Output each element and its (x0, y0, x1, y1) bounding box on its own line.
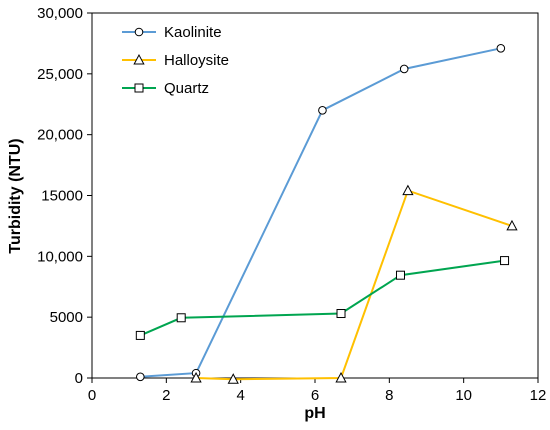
quartz-line (139, 259, 505, 337)
halloysite-point (335, 371, 347, 383)
quartz-point (336, 309, 346, 319)
x-tick-label: 2 (162, 387, 170, 404)
triangle-marker (133, 53, 145, 65)
halloysite-line (196, 189, 513, 381)
plot-frame (91, 12, 539, 379)
quartz-point (176, 313, 186, 323)
series-kaolinite (136, 43, 506, 382)
halloysite-point (227, 373, 239, 384)
quartz-point (500, 256, 510, 266)
x-tick-label: 8 (385, 387, 393, 404)
halloysite-point (190, 371, 202, 383)
kaolinite-point (136, 372, 145, 382)
y-axis-title: Turbidity (NTU) (7, 138, 24, 253)
quartz-point (395, 270, 405, 280)
series-layer (135, 43, 518, 384)
legend: Kaolinite Halloysite Quartz (122, 24, 229, 97)
legend-item-kaolinite: Kaolinite (122, 24, 222, 41)
y-tick-label: 10,000 (37, 248, 83, 265)
series-quartz (135, 256, 510, 340)
halloysite-point (402, 184, 414, 196)
legend-item-quartz: Quartz (122, 80, 209, 97)
kaolinite-point (496, 43, 506, 53)
y-tick-label: 0 (75, 370, 83, 387)
y-tick-label: 30,000 (37, 5, 83, 22)
y-axis: 0 5000 10,000 15000 20,000 25,000 30,000 (37, 5, 92, 387)
y-tick-label: 15000 (41, 188, 83, 205)
kaolinite-point (399, 64, 409, 74)
x-tick-label: 10 (455, 387, 472, 404)
x-tick-label: 0 (88, 387, 96, 404)
y-tick-label: 25,000 (37, 66, 83, 83)
y-tick-label: 20,000 (37, 127, 83, 144)
quartz-point (135, 330, 145, 340)
legend-label: Quartz (164, 80, 209, 97)
series-halloysite (190, 184, 518, 384)
x-tick-label: 4 (236, 387, 244, 404)
kaolinite-point (318, 106, 327, 115)
y-tick-label: 5000 (50, 309, 83, 326)
kaolinite-line (140, 47, 502, 378)
x-axis: 0 2 4 6 8 10 12 (88, 378, 547, 404)
circle-marker (134, 27, 144, 37)
x-tick-label: 12 (530, 387, 547, 404)
x-tick-label: 6 (311, 387, 319, 404)
square-marker (134, 83, 144, 93)
legend-item-halloysite: Halloysite (122, 52, 229, 69)
legend-label: Kaolinite (164, 24, 222, 41)
legend-label: Halloysite (164, 52, 229, 69)
plot-area (91, 12, 539, 379)
x-axis-title: pH (304, 405, 325, 422)
halloysite-point (506, 219, 518, 231)
